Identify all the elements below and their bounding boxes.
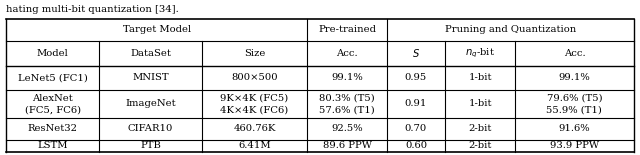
- Text: ResNet32: ResNet32: [28, 124, 78, 133]
- Text: 91.6%: 91.6%: [559, 124, 590, 133]
- Text: 79.6% (T5)
55.9% (T1): 79.6% (T5) 55.9% (T1): [547, 94, 602, 114]
- Text: $n_q$-bit: $n_q$-bit: [465, 47, 495, 60]
- Text: Pre-trained: Pre-trained: [318, 25, 376, 34]
- Text: 2-bit: 2-bit: [468, 124, 492, 133]
- Text: AlexNet
(FC5, FC6): AlexNet (FC5, FC6): [25, 94, 81, 114]
- Text: Acc.: Acc.: [564, 49, 585, 58]
- Text: 1-bit: 1-bit: [468, 73, 492, 82]
- Text: PTB: PTB: [140, 141, 161, 150]
- Text: 460.76K: 460.76K: [233, 124, 276, 133]
- Text: Target Model: Target Model: [123, 25, 191, 34]
- Text: LeNet5 (FC1): LeNet5 (FC1): [18, 73, 88, 82]
- Text: CIFAR10: CIFAR10: [128, 124, 173, 133]
- Text: MNIST: MNIST: [132, 73, 169, 82]
- Text: $S$: $S$: [412, 47, 420, 60]
- Text: 0.70: 0.70: [405, 124, 427, 133]
- Text: LSTM: LSTM: [38, 141, 68, 150]
- Text: 2-bit: 2-bit: [468, 141, 492, 150]
- Text: 80.3% (T5)
57.6% (T1): 80.3% (T5) 57.6% (T1): [319, 94, 375, 114]
- Text: 9K×4K (FC5)
4K×4K (FC6): 9K×4K (FC5) 4K×4K (FC6): [220, 94, 289, 114]
- Text: 0.91: 0.91: [405, 99, 427, 108]
- Text: Size: Size: [244, 49, 265, 58]
- Text: 93.9 PPW: 93.9 PPW: [550, 141, 599, 150]
- Text: 92.5%: 92.5%: [332, 124, 363, 133]
- Text: 1-bit: 1-bit: [468, 99, 492, 108]
- Text: hating multi-bit quantization [34].: hating multi-bit quantization [34].: [6, 5, 179, 14]
- Text: 6.41M: 6.41M: [238, 141, 271, 150]
- Text: Pruning and Quantization: Pruning and Quantization: [445, 25, 576, 34]
- Text: 800×500: 800×500: [231, 73, 278, 82]
- Text: 99.1%: 99.1%: [559, 73, 590, 82]
- Text: 0.95: 0.95: [405, 73, 427, 82]
- Text: Acc.: Acc.: [337, 49, 358, 58]
- Text: ImageNet: ImageNet: [125, 99, 176, 108]
- Text: DataSet: DataSet: [130, 49, 171, 58]
- Text: 0.60: 0.60: [405, 141, 427, 150]
- Text: Model: Model: [37, 49, 68, 58]
- Text: 99.1%: 99.1%: [332, 73, 363, 82]
- Text: 89.6 PPW: 89.6 PPW: [323, 141, 372, 150]
